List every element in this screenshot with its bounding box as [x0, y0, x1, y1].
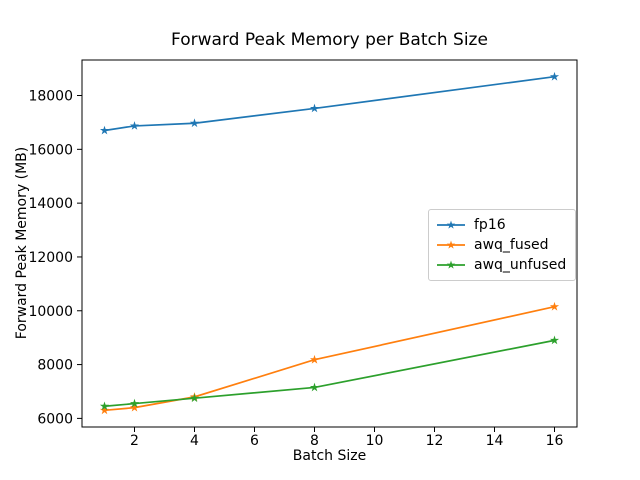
x-tick-label: 8	[310, 433, 319, 449]
legend-label: awq_fused	[474, 237, 549, 253]
x-axis-label: Batch Size	[292, 448, 367, 464]
legend-label: awq_unfused	[474, 257, 567, 273]
data-point-marker-awq_unfused	[99, 401, 110, 411]
data-point-marker-fp16	[129, 121, 140, 130]
data-point-marker-fp16	[189, 118, 200, 128]
legend-item-awq_unfused: awq_unfused	[436, 255, 566, 275]
x-tick-label: 14	[486, 433, 504, 449]
x-tick-label: 10	[366, 433, 384, 449]
y-tick-label: 12000	[28, 250, 73, 266]
y-tick-label: 16000	[28, 142, 73, 158]
y-tick-label: 14000	[28, 196, 73, 212]
data-point-marker-awq_unfused	[549, 335, 560, 345]
legend-line-sample	[437, 240, 465, 249]
x-tick-label: 4	[190, 433, 199, 449]
y-tick-label: 10000	[28, 304, 73, 320]
legend-label: fp16	[474, 217, 506, 233]
data-point-marker-fp16	[309, 103, 320, 113]
data-point-marker-fp16	[549, 71, 560, 81]
y-tick-label: 8000	[37, 358, 73, 374]
data-point-marker-awq_fused	[99, 405, 110, 415]
data-point-marker-awq_unfused	[129, 398, 140, 408]
data-point-marker-fp16	[99, 125, 110, 135]
x-tick-label: 2	[130, 433, 139, 449]
legend-line-sample	[437, 220, 465, 229]
legend-line-sample	[437, 260, 465, 269]
y-tick-label: 18000	[28, 89, 73, 105]
star-marker-icon	[446, 220, 456, 229]
legend-item-awq_fused: awq_fused	[436, 235, 566, 255]
data-point-marker-awq_unfused	[309, 382, 320, 392]
data-point-marker-awq_fused	[129, 402, 140, 412]
series-line-awq_fused	[104, 305, 555, 412]
chart-title: Forward Peak Memory per Batch Size	[171, 30, 488, 50]
y-tick-label: 6000	[37, 411, 73, 427]
data-point-marker-awq_fused	[309, 354, 320, 364]
plot-frame	[81, 59, 578, 428]
x-tick-label: 16	[546, 433, 564, 449]
star-marker-icon	[446, 240, 456, 249]
series-line-fp16	[104, 75, 555, 132]
x-tick-label: 6	[250, 433, 259, 449]
data-point-marker-awq_unfused	[189, 393, 200, 403]
legend-item-fp16: fp16	[436, 215, 566, 235]
y-axis-label: Forward Peak Memory (MB)	[14, 146, 30, 340]
data-point-marker-awq_fused	[549, 301, 560, 311]
x-tick-label: 12	[426, 433, 444, 449]
star-marker-icon	[446, 260, 456, 269]
legend: fp16 awq_fused awq_unfused	[428, 209, 577, 281]
series-line-awq_unfused	[104, 339, 555, 408]
